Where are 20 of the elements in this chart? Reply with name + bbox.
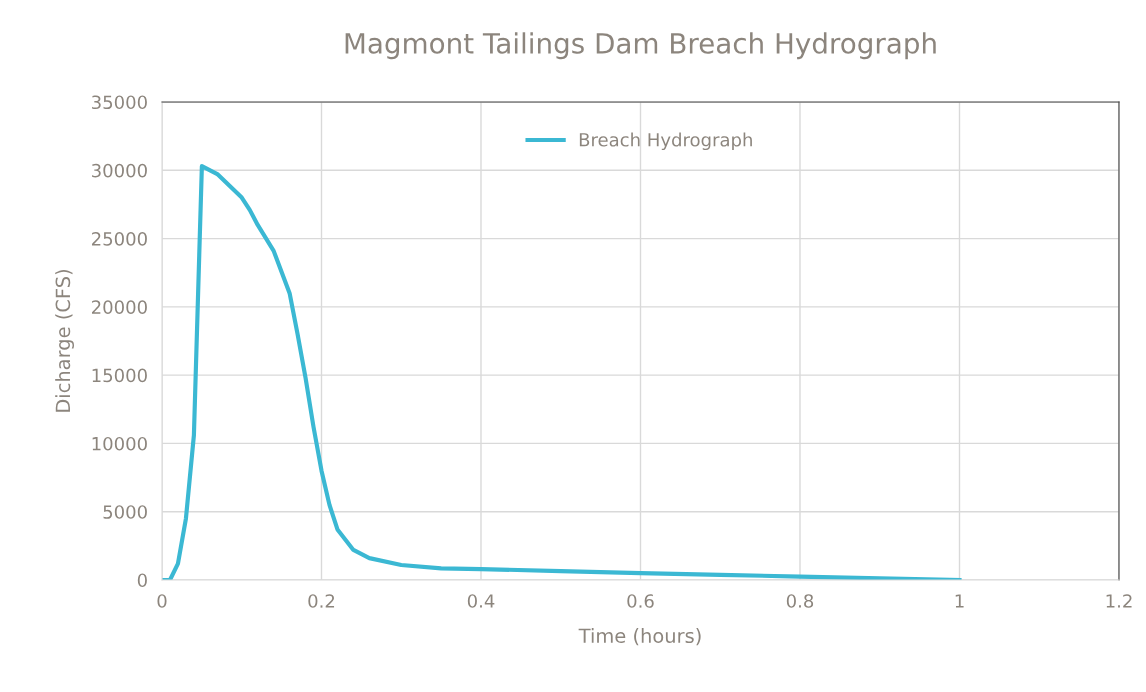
- legend-label: Breach Hydrograph: [579, 132, 752, 151]
- x-tick-label: 0.2: [308, 594, 335, 608]
- y-tick-label: 25000: [92, 232, 147, 246]
- x-axis-title: Time (hours): [578, 628, 701, 646]
- x-tick-label: 0.6: [627, 594, 654, 608]
- y-tick-label: 35000: [92, 95, 147, 110]
- x-tick-label: 1.2: [1106, 594, 1132, 608]
- y-tick-label: 20000: [92, 300, 147, 314]
- line-series: [162, 164, 962, 580]
- y-tick-label: 5000: [103, 505, 147, 519]
- y-tick-label: 15000: [92, 368, 147, 383]
- chart-title: Magmont Tailings Dam Breach Hydrograph: [345, 32, 936, 60]
- x-tick-label: 0.4: [467, 594, 495, 608]
- y-tick-label: 10000: [92, 436, 147, 451]
- y-axis-title: Dicharge (CFS): [55, 269, 75, 412]
- y-tick-label: 0: [137, 573, 147, 588]
- x-tick-label: 0: [157, 594, 167, 608]
- x-tick-label: 1: [955, 594, 964, 608]
- x-tick-label: 0.8: [786, 594, 814, 608]
- y-tick-label: 30000: [92, 163, 147, 178]
